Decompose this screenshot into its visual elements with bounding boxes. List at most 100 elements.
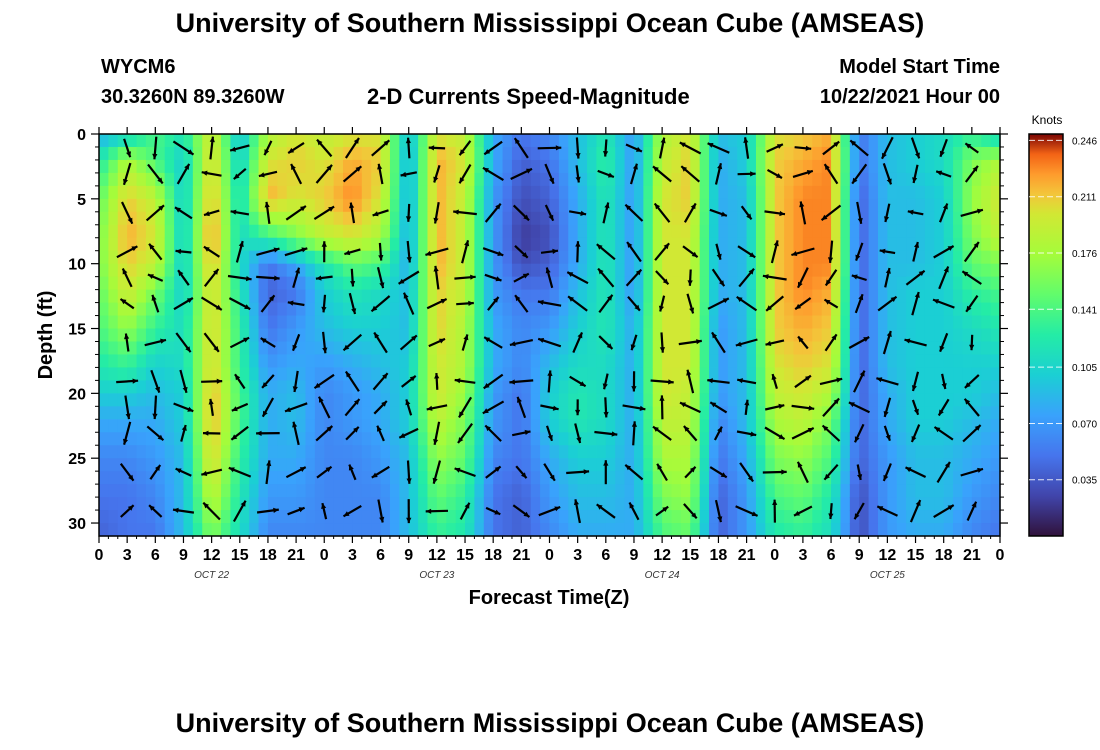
heatmap-cell (174, 406, 185, 420)
heatmap-cell (108, 250, 119, 265)
heatmap-cell (267, 224, 278, 239)
heatmap-cell (145, 134, 156, 148)
heatmap-cell (990, 523, 1001, 537)
heatmap-cell (117, 250, 128, 265)
heatmap-cell (174, 354, 185, 369)
heatmap-cell (427, 224, 438, 239)
heatmap-cell (371, 341, 382, 356)
heatmap-cell (164, 406, 175, 420)
heatmap-cell (408, 367, 419, 381)
heatmap-cell (953, 146, 964, 161)
heatmap-cell (896, 354, 907, 369)
heatmap-cell (389, 406, 400, 420)
heatmap-cell (333, 445, 344, 459)
heatmap-cell (211, 315, 222, 330)
heatmap-cell (164, 367, 175, 381)
current-arrow (203, 245, 221, 258)
heatmap-cell (145, 510, 156, 524)
heatmap-cell (784, 172, 795, 187)
heatmap-cell (174, 211, 185, 226)
heatmap-cell (436, 146, 447, 161)
heatmap-cell (455, 471, 466, 485)
heatmap-cell (455, 198, 466, 213)
heatmap-cell (784, 419, 795, 433)
heatmap-cell (371, 224, 382, 239)
colorbar (1028, 133, 1064, 537)
heatmap-cell (258, 276, 269, 291)
heatmap-cell (943, 172, 954, 187)
heatmap-cell (305, 198, 316, 213)
heatmap-cell (296, 484, 307, 498)
heatmap-cell (192, 432, 203, 446)
heatmap-cell (924, 198, 935, 213)
heatmap-cell (643, 315, 654, 330)
heatmap-cell (990, 419, 1001, 433)
current-arrow (631, 371, 637, 392)
heatmap-cell (971, 185, 982, 200)
heatmap-cell (296, 367, 307, 381)
heatmap-cell (549, 471, 560, 485)
heatmap-cell (568, 250, 579, 265)
heatmap-cell (230, 315, 241, 330)
heatmap-cell (737, 315, 748, 330)
heatmap-cell (324, 237, 335, 252)
heatmap-cell (784, 523, 795, 537)
current-arrow (711, 268, 726, 287)
heatmap-cell (493, 172, 504, 187)
heatmap-cell (887, 497, 898, 511)
current-arrow (202, 501, 221, 521)
heatmap-cell (230, 393, 241, 407)
heatmap-cell (314, 302, 325, 317)
heatmap-cell (718, 211, 729, 226)
heatmap-cell (305, 250, 316, 265)
heatmap-cell (953, 380, 964, 394)
current-arrow (121, 201, 134, 225)
current-arrow (602, 373, 609, 390)
heatmap-cell (821, 484, 832, 498)
heatmap-cell (737, 393, 748, 407)
heatmap-cell (558, 211, 569, 226)
heatmap-cell (727, 250, 738, 265)
heatmap-cell (108, 471, 119, 485)
heatmap-cell (324, 341, 335, 356)
heatmap-cell (812, 211, 823, 226)
heatmap-cell (221, 328, 231, 343)
heatmap-cell (389, 172, 400, 187)
heatmap-cell (802, 471, 813, 485)
heatmap-cell (699, 523, 710, 537)
heatmap-cell (540, 263, 551, 278)
heatmap-cell (380, 315, 391, 330)
heatmap-cell (821, 419, 832, 433)
current-arrow (854, 423, 865, 443)
heatmap-cell (399, 134, 410, 148)
heatmap-cell (361, 289, 372, 304)
heatmap-cell (117, 380, 128, 394)
heatmap-cell (530, 367, 541, 381)
heatmap-cell (953, 523, 964, 537)
heatmap-cell (971, 315, 982, 330)
heatmap-cell (971, 211, 982, 226)
heatmap-cell (633, 276, 644, 291)
heatmap-cell (662, 445, 673, 459)
heatmap-cell (558, 484, 569, 498)
heatmap-cell (990, 211, 1001, 226)
heatmap-cell (221, 198, 231, 213)
heatmap-cell (380, 419, 391, 433)
heatmap-cell (483, 510, 494, 524)
heatmap-cell (465, 146, 476, 161)
current-arrow (791, 247, 815, 257)
heatmap-cell (408, 354, 419, 369)
x-tick-label: 9 (630, 547, 639, 564)
heatmap-cell (174, 484, 185, 498)
heatmap-cell (821, 354, 832, 369)
heatmap-cell (896, 445, 907, 459)
current-arrow (911, 371, 920, 392)
heatmap-cell (577, 484, 588, 498)
heatmap-cell (812, 393, 823, 407)
current-arrow (456, 300, 474, 306)
heatmap-cell (446, 134, 457, 148)
heatmap-cell (230, 406, 241, 420)
heatmap-cell (333, 406, 344, 420)
current-arrow (566, 469, 590, 475)
heatmap-cell (953, 198, 964, 213)
